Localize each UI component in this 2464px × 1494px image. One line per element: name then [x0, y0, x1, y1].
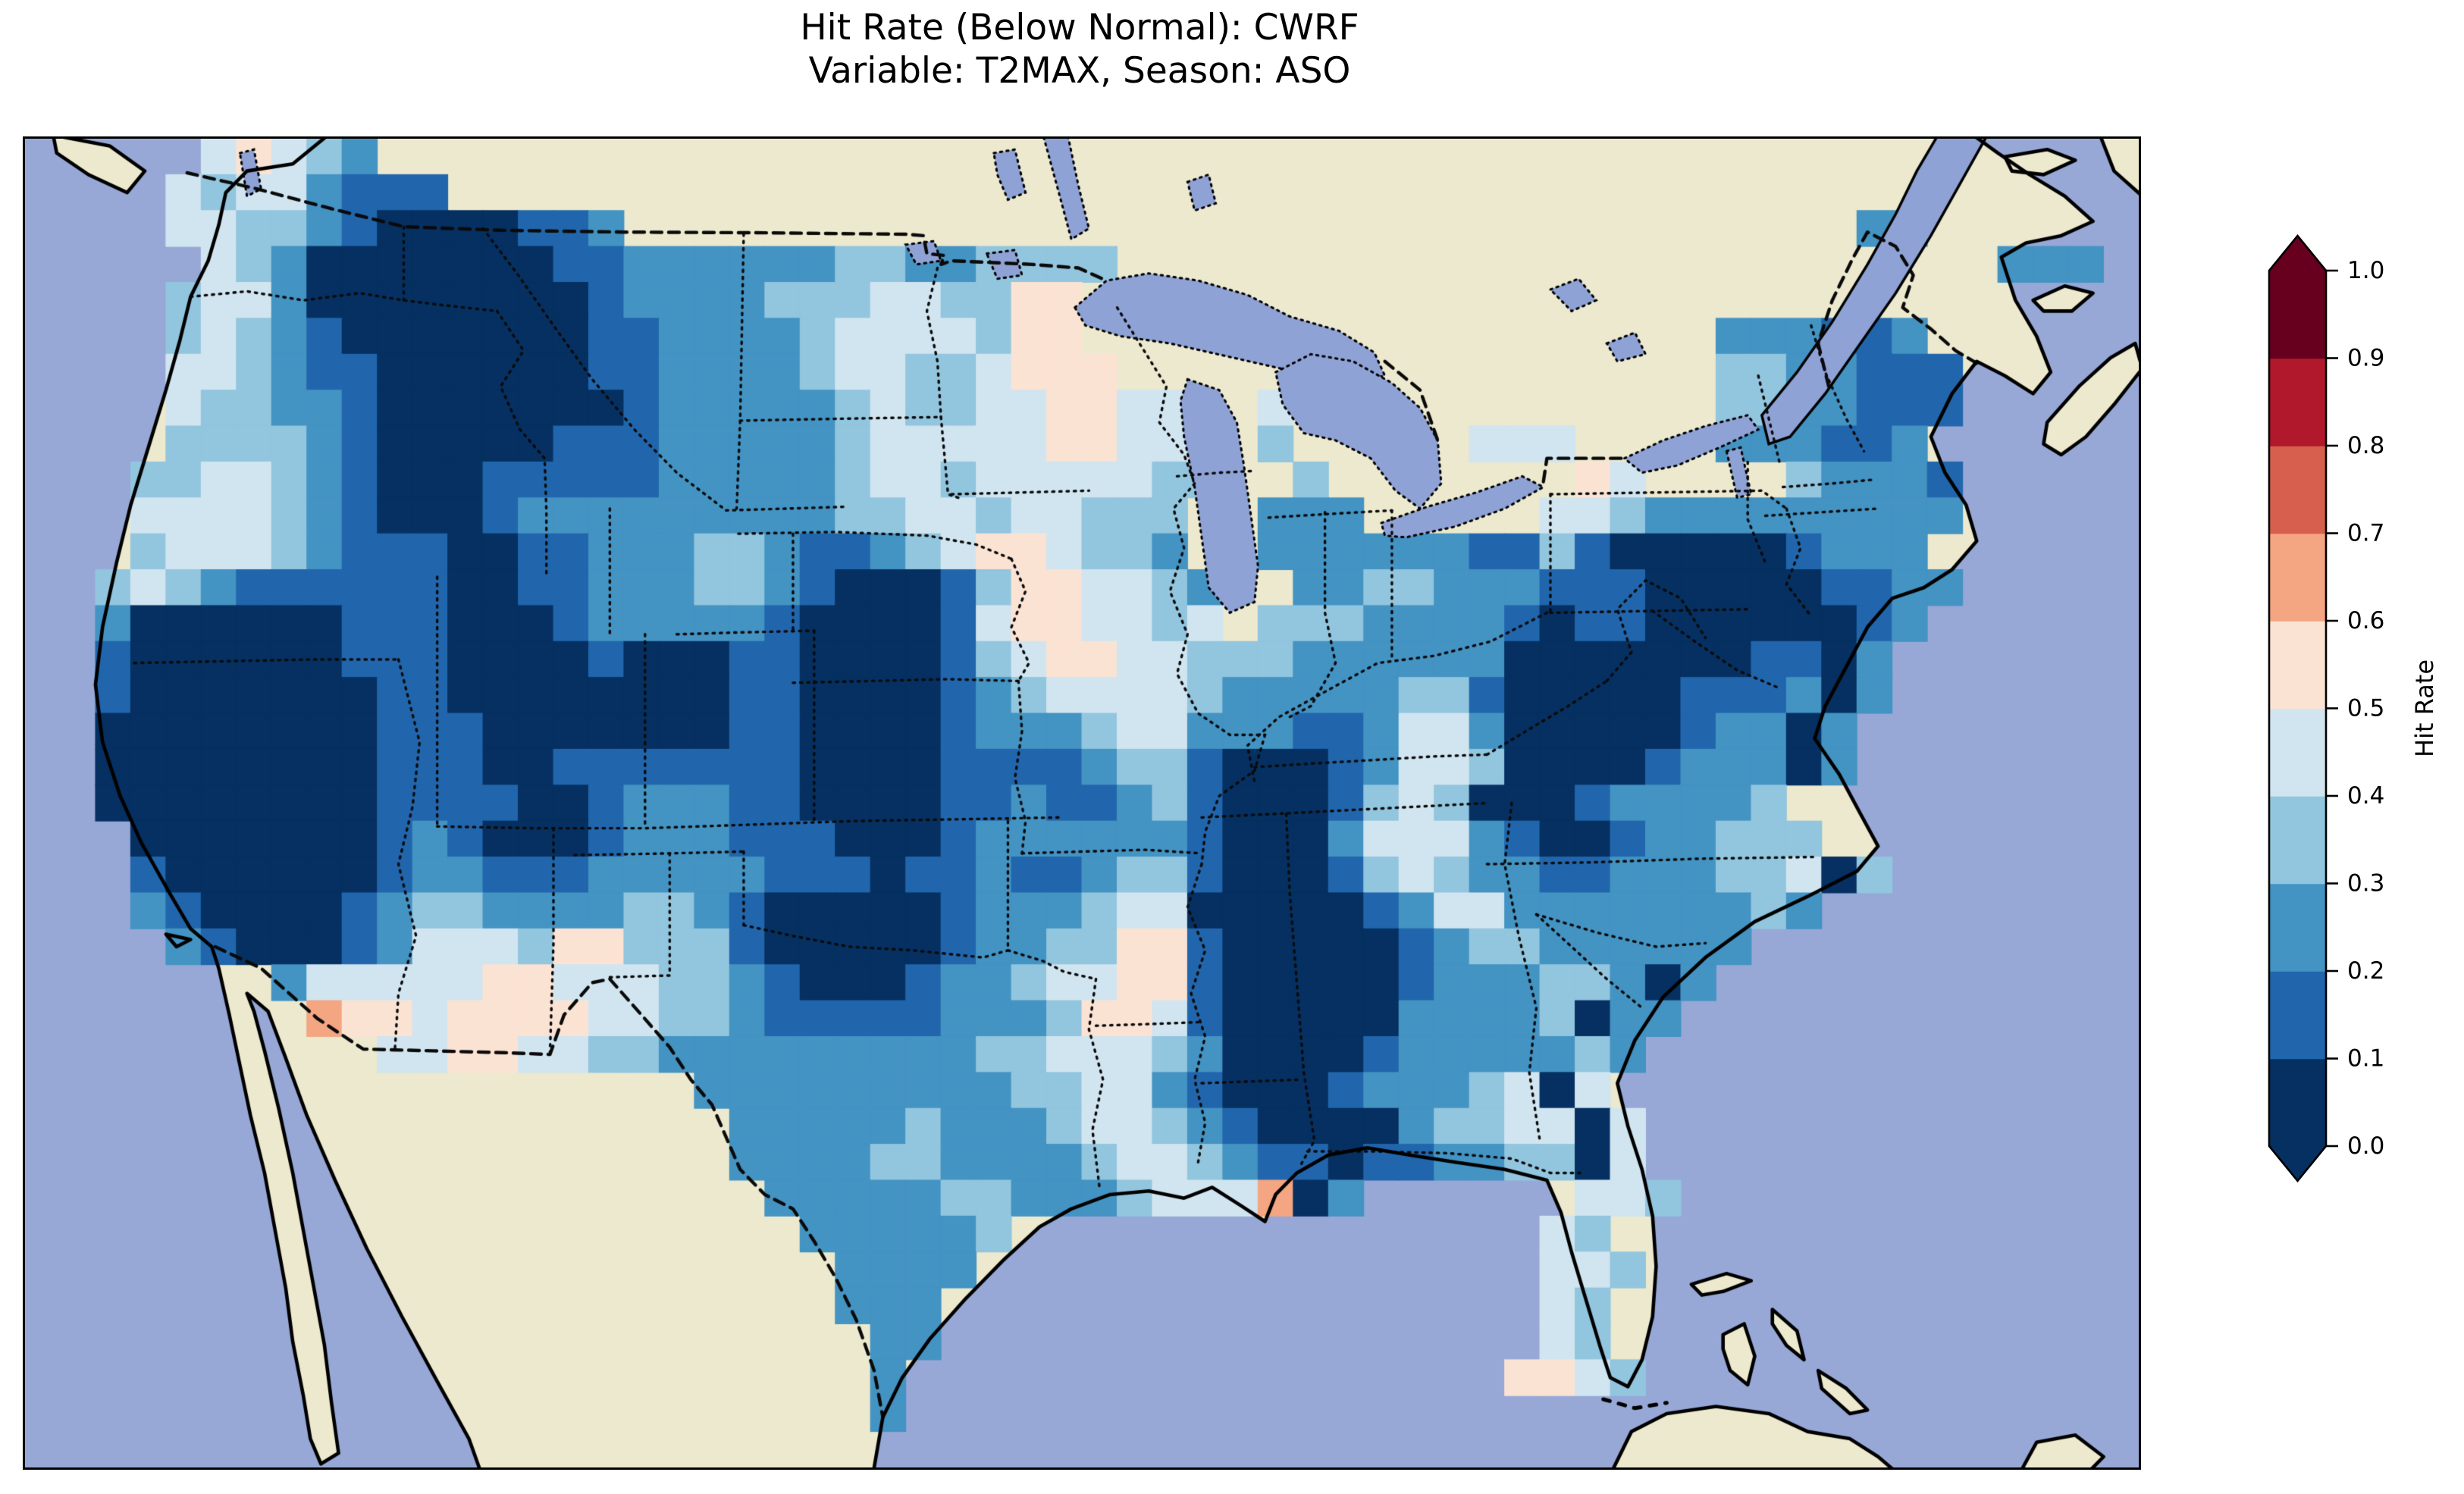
colorbar-bin [2269, 708, 2326, 797]
colorbar-bin [2269, 358, 2326, 446]
colorbar-tick-label: 0.2 [2347, 957, 2384, 985]
colorbar-tick-label: 0.4 [2347, 782, 2384, 810]
colorbar-arrow-low [2269, 1146, 2326, 1181]
colorbar-tick-label: 0.1 [2347, 1045, 2384, 1073]
colorbar-tick-label: 0.7 [2347, 520, 2384, 547]
colorbar-tick-label: 0.3 [2347, 870, 2384, 897]
colorbar-bin [2269, 883, 2326, 972]
colorbar-bin [2269, 533, 2326, 622]
colorbar-tick-label: 0.0 [2347, 1132, 2384, 1160]
colorbar-tick-label: 0.9 [2347, 345, 2384, 372]
map-canvas [25, 139, 2139, 1467]
colorbar-bin [2269, 1058, 2326, 1147]
colorbar: 0.0 0.1 0.2 0.3 0.4 0.5 0.6 0.7 0.8 0.9 1.0 Hit Rat… [2244, 224, 2464, 1232]
map-axes [23, 136, 2141, 1470]
colorbar-axis-label: Hit Rate [2410, 659, 2439, 757]
colorbar-svg: 0.0 0.1 0.2 0.3 0.4 0.5 0.6 0.7 0.8 0.9 1.0 Hit Rat… [2268, 233, 2439, 1183]
figure-title: Hit Rate (Below Normal): CWRF Variable: … [23, 6, 2136, 93]
colorbar-bin [2269, 796, 2326, 885]
colorbar-arrow-high [2269, 236, 2326, 271]
colorbar-tick-label: 0.6 [2347, 607, 2384, 634]
colorbar-bin [2269, 446, 2326, 534]
colorbar-bin [2269, 271, 2326, 359]
colorbar-bin [2269, 971, 2326, 1060]
colorbar-tick-label: 1.0 [2347, 257, 2384, 284]
figure-title-line1: Hit Rate (Below Normal): CWRF [800, 7, 1359, 49]
colorbar-tick-label: 0.8 [2347, 432, 2384, 459]
colorbar-bin [2269, 621, 2326, 709]
colorbar-tick-label: 0.5 [2347, 695, 2384, 722]
figure-title-line2: Variable: T2MAX, Season: ASO [808, 50, 1351, 92]
